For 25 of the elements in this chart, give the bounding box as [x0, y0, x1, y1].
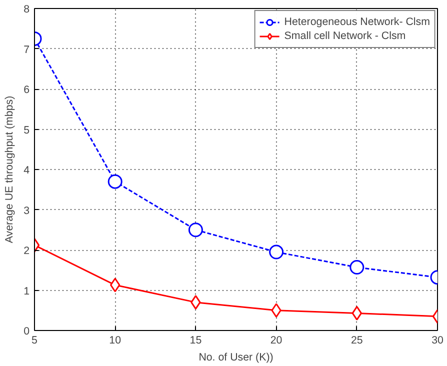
point — [110, 278, 120, 292]
legend-label: Small cell Network - Clsm — [284, 30, 406, 42]
x-tick-label: 10 — [109, 334, 122, 346]
y-tick-label: 3 — [24, 204, 30, 217]
x-tick-label: 15 — [190, 334, 202, 346]
x-tick-label: 30 — [432, 334, 444, 346]
y-tick-label: 4 — [24, 164, 30, 176]
x-tick-label: 5 — [32, 334, 38, 346]
legend-label: Heterogeneous Network- Clsm — [284, 16, 430, 28]
y-tick-label: 7 — [24, 44, 30, 56]
point — [269, 244, 284, 260]
point — [188, 222, 203, 238]
y-tick-label: 5 — [24, 124, 30, 136]
x-tick-label: 20 — [270, 334, 282, 346]
y-tick-label: 8 — [24, 4, 30, 16]
point — [352, 306, 362, 320]
y-axis-title: Average UE throughput (mbps) — [4, 96, 16, 244]
y-tick-label: 2 — [24, 245, 30, 257]
y-tick-label: 6 — [24, 84, 30, 96]
point — [271, 303, 282, 318]
y-tick-label: 1 — [24, 285, 30, 298]
y-tick-label: 0 — [24, 326, 30, 338]
x-axis-title: No. of User (K)) — [198, 352, 274, 364]
x-tick-label: 25 — [350, 334, 363, 346]
point — [190, 295, 201, 310]
